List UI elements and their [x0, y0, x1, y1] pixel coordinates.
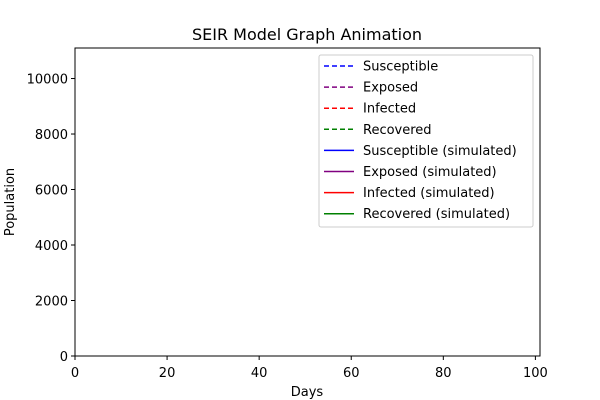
y-axis-ticks: 0 2000 4000 6000 8000 10000 — [27, 73, 75, 365]
y-tick-label: 8000 — [35, 128, 68, 143]
legend-label: Susceptible (simulated) — [363, 144, 517, 159]
y-tick-label: 6000 — [35, 184, 68, 199]
chart-title: SEIR Model Graph Animation — [192, 25, 422, 44]
legend-label: Infected — [363, 102, 416, 117]
legend-label: Recovered — [363, 123, 432, 138]
x-tick-label: 40 — [251, 366, 268, 381]
x-axis-ticks: 0 20 40 60 80 100 — [71, 356, 548, 381]
legend-label: Infected (simulated) — [363, 186, 495, 201]
legend-label: Exposed (simulated) — [363, 165, 497, 180]
y-tick-label: 4000 — [35, 239, 68, 254]
x-axis-title: Days — [291, 385, 324, 400]
legend-label: Recovered (simulated) — [363, 207, 510, 222]
x-tick-label: 0 — [71, 366, 79, 381]
x-tick-label: 60 — [343, 366, 360, 381]
x-tick-label: 100 — [523, 366, 548, 381]
legend-label: Susceptible — [363, 60, 438, 75]
legend-frame — [318, 54, 534, 228]
y-tick-label: 0 — [60, 350, 68, 365]
y-axis-title: Population — [3, 168, 18, 236]
legend-items: Susceptible Exposed Infected Recovered Susce… — [324, 60, 517, 222]
legend-label: Exposed — [363, 81, 418, 96]
y-tick-label: 10000 — [27, 73, 68, 88]
x-tick-label: 20 — [159, 366, 176, 381]
legend: Susceptible Exposed Infected Recovered Susce… — [318, 54, 534, 228]
y-tick-label: 2000 — [35, 295, 68, 310]
x-tick-label: 80 — [435, 366, 452, 381]
